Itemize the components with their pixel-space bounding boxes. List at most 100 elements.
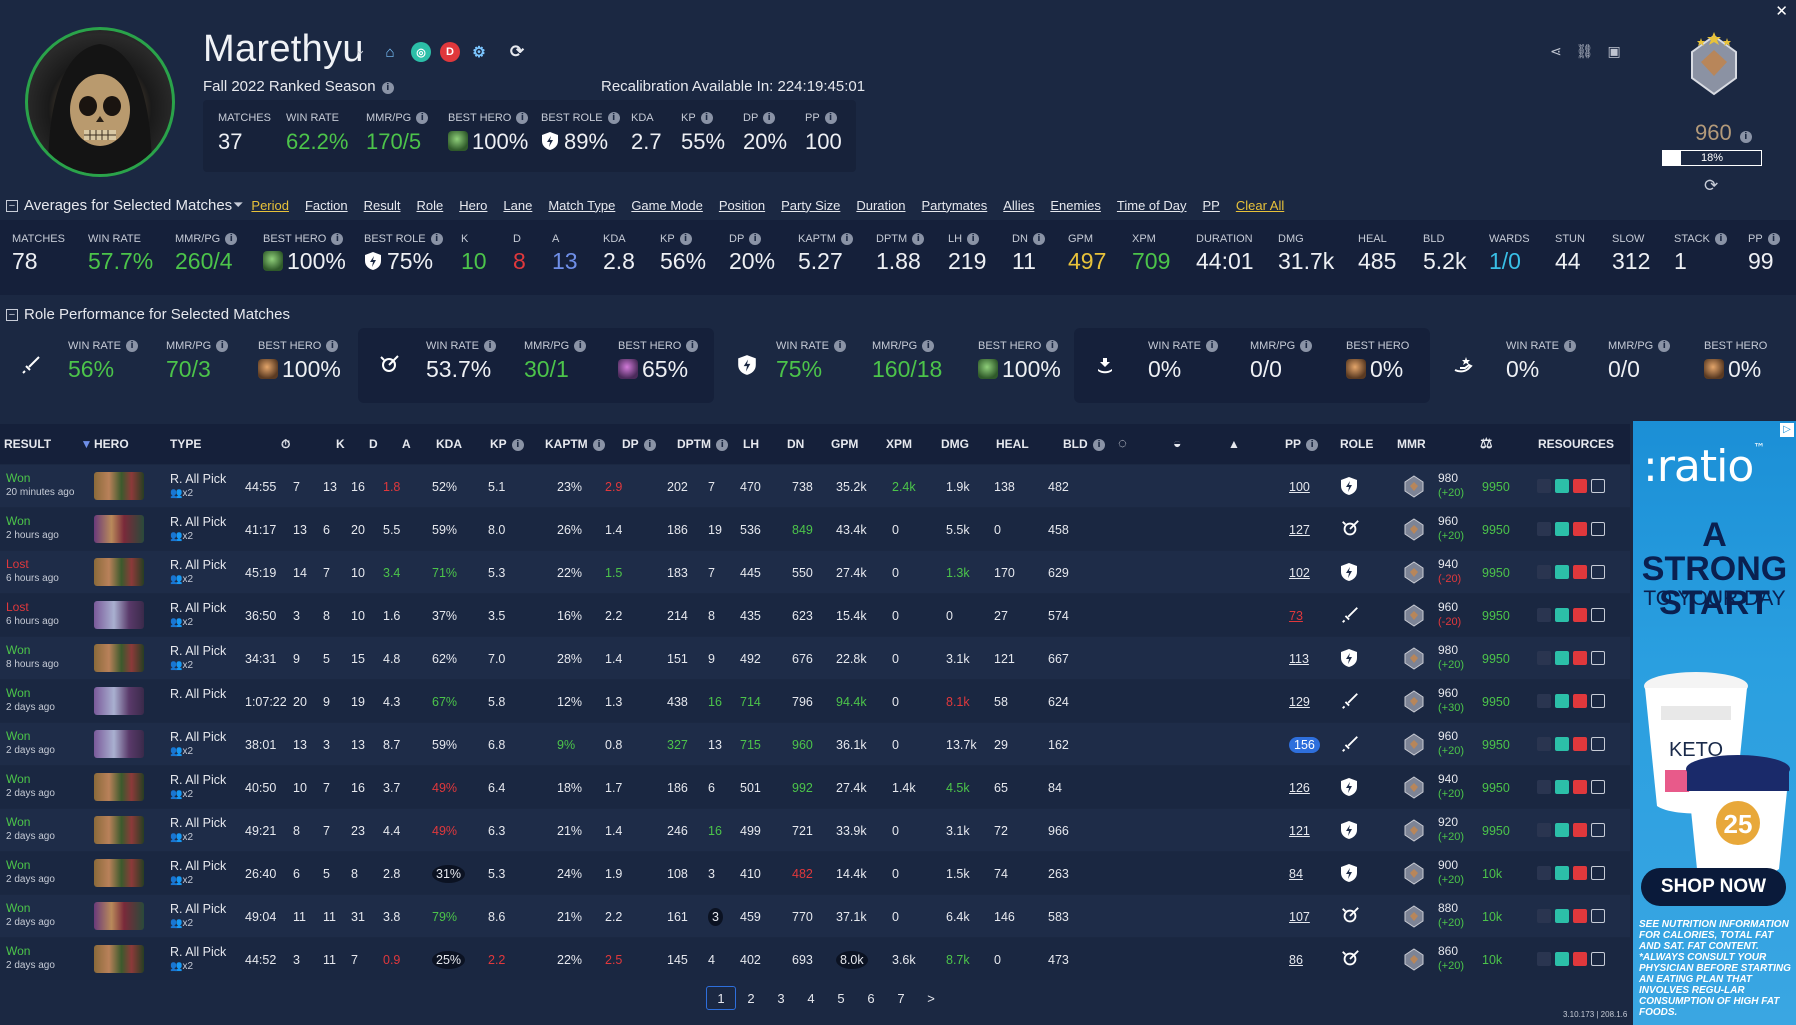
info-icon[interactable]: i	[1032, 233, 1045, 245]
page-6-button[interactable]: 6	[867, 990, 875, 1006]
cell-pp[interactable]: 107	[1289, 910, 1310, 924]
info-icon[interactable]: i	[840, 233, 853, 245]
table-row[interactable]: Won 20 minutes ago R. All Pick 👥x2 44:55 7 13 1…	[0, 464, 1630, 507]
dotabuff-icon[interactable]: D	[440, 42, 460, 62]
table-row[interactable]: Won 2 days ago R. All Pick 👥x2 49:04 11 11 31 3.…	[0, 894, 1630, 937]
chevron-down-icon[interactable]: ⌄	[355, 42, 366, 57]
dotabuff-icon[interactable]	[1573, 952, 1587, 966]
info-icon[interactable]: i	[700, 112, 713, 124]
page-5-button[interactable]: 5	[837, 990, 845, 1006]
stack-icon[interactable]: ▲	[1228, 437, 1240, 451]
info-icon[interactable]: i	[607, 112, 620, 124]
table-row[interactable]: Won 8 hours ago R. All Pick 👥x2 34:31 9 5 15 4.8…	[0, 636, 1630, 679]
page-4-button[interactable]: 4	[807, 990, 815, 1006]
filter-faction[interactable]: Faction	[304, 197, 348, 213]
filter-allies[interactable]: Allies	[1003, 197, 1035, 213]
home-icon[interactable]	[1537, 866, 1551, 880]
col-k[interactable]: K	[336, 437, 345, 451]
adchoices-icon[interactable]: ▷	[1780, 423, 1794, 437]
opendota-icon[interactable]	[1555, 823, 1569, 837]
home-icon[interactable]	[1537, 479, 1551, 493]
cell-pp[interactable]: 102	[1289, 566, 1310, 580]
table-row[interactable]: Won 2 days ago R. All Pick 👥x2 49:21 8 7 23 4.4 4…	[0, 808, 1630, 851]
col-lh[interactable]: LH	[743, 437, 759, 451]
col-type[interactable]: TYPE	[170, 437, 202, 451]
opendota-icon[interactable]	[1555, 608, 1569, 622]
info-icon[interactable]: i	[1306, 439, 1319, 451]
cell-pp[interactable]: 129	[1289, 695, 1310, 709]
col-pp[interactable]: PP i	[1285, 437, 1319, 451]
info-icon[interactable]: i	[430, 233, 443, 245]
filter-time-of-day[interactable]: Time of Day	[1116, 197, 1187, 213]
table-row[interactable]: Won 2 days ago R. All Pick 1:07:22 20 9 19 4.3 6…	[0, 679, 1630, 722]
info-icon[interactable]: i	[416, 112, 429, 124]
sort-desc-icon[interactable]: ▼	[80, 437, 93, 451]
filter-duration[interactable]: Duration	[856, 197, 906, 213]
averages-section-title[interactable]: − Averages for Selected Matches	[6, 197, 232, 214]
role-section-title[interactable]: − Role Performance for Selected Matches	[6, 306, 290, 323]
filter-partymates[interactable]: Partymates	[921, 197, 988, 213]
home-icon[interactable]	[1537, 694, 1551, 708]
copy-icon[interactable]	[1591, 823, 1605, 837]
cell-pp[interactable]: 84	[1289, 867, 1303, 881]
dotabuff-icon[interactable]	[1573, 909, 1587, 923]
dotabuff-icon[interactable]	[1573, 737, 1587, 751]
copy-icon[interactable]	[1591, 866, 1605, 880]
opendota-icon[interactable]	[1555, 737, 1569, 751]
hero-portrait[interactable]	[94, 945, 144, 973]
dotabuff-icon[interactable]	[1573, 608, 1587, 622]
dotabuff-icon[interactable]	[1573, 823, 1587, 837]
hero-portrait[interactable]	[94, 859, 144, 887]
col-role[interactable]: ROLE	[1340, 437, 1374, 451]
balance-icon[interactable]: ⚖	[1480, 435, 1493, 451]
hero-portrait[interactable]	[94, 515, 144, 543]
info-icon[interactable]: i	[1206, 340, 1219, 352]
cell-pp[interactable]: 73	[1289, 609, 1303, 623]
refresh-icon[interactable]: ⟳	[509, 42, 525, 61]
info-icon[interactable]: i	[1714, 233, 1727, 245]
info-icon[interactable]: i	[679, 233, 692, 245]
slow-icon[interactable]: ◒	[1173, 435, 1182, 451]
col-kp[interactable]: KP i	[490, 437, 524, 451]
page-2-button[interactable]: 2	[747, 990, 755, 1006]
filter-result[interactable]: Result	[363, 197, 401, 213]
info-icon[interactable]: i	[912, 233, 925, 245]
opendota-icon[interactable]	[1555, 565, 1569, 579]
copy-icon[interactable]	[1591, 651, 1605, 665]
col-mmr[interactable]: MMR	[1397, 437, 1426, 451]
opendota-icon[interactable]: ◎	[411, 42, 431, 62]
dotabuff-icon[interactable]	[1573, 565, 1587, 579]
col-result[interactable]: RESULT ▼	[4, 437, 93, 451]
filter-game-mode[interactable]: Game Mode	[631, 197, 703, 213]
page-3-button[interactable]: 3	[777, 990, 785, 1006]
col-kaptm[interactable]: KAPTM i	[545, 437, 606, 451]
filter-role[interactable]: Role	[416, 197, 444, 213]
home-icon[interactable]	[1537, 522, 1551, 536]
cell-pp[interactable]: 126	[1289, 781, 1310, 795]
info-icon[interactable]: i	[1564, 340, 1577, 352]
next-page-button[interactable]: >	[927, 990, 935, 1006]
filter-hero[interactable]: Hero	[459, 197, 488, 213]
share-icon[interactable]: ⋖	[1550, 43, 1562, 59]
image-icon[interactable]: ▣	[1607, 43, 1621, 59]
col-dmg[interactable]: DMG	[941, 437, 969, 451]
info-icon[interactable]: i	[834, 340, 847, 352]
table-row[interactable]: Won 2 days ago R. All Pick 👥x2 40:50 10 7 16 3.7…	[0, 765, 1630, 808]
link-icon[interactable]: ⛓	[1575, 43, 1594, 59]
page-1-button[interactable]: 1	[706, 986, 736, 1010]
shop-now-button[interactable]: SHOP NOW	[1641, 868, 1786, 906]
info-icon[interactable]: i	[511, 439, 524, 451]
hero-portrait[interactable]	[94, 558, 144, 586]
home-icon[interactable]	[1537, 737, 1551, 751]
dotabuff-icon[interactable]	[1573, 694, 1587, 708]
advertisement[interactable]: ▷ :ratio™ A STRONG START TO YOUR DAY KET…	[1633, 421, 1796, 1025]
opendota-icon[interactable]	[1555, 909, 1569, 923]
copy-icon[interactable]	[1591, 909, 1605, 923]
home-icon[interactable]: ⌂	[385, 43, 395, 61]
stopwatch-icon[interactable]: ⏱	[281, 437, 291, 451]
info-icon[interactable]: i	[763, 112, 776, 124]
home-icon[interactable]	[1537, 780, 1551, 794]
info-icon[interactable]: i	[331, 233, 344, 245]
copy-icon[interactable]	[1591, 479, 1605, 493]
cell-pp[interactable]: 86	[1289, 953, 1303, 967]
